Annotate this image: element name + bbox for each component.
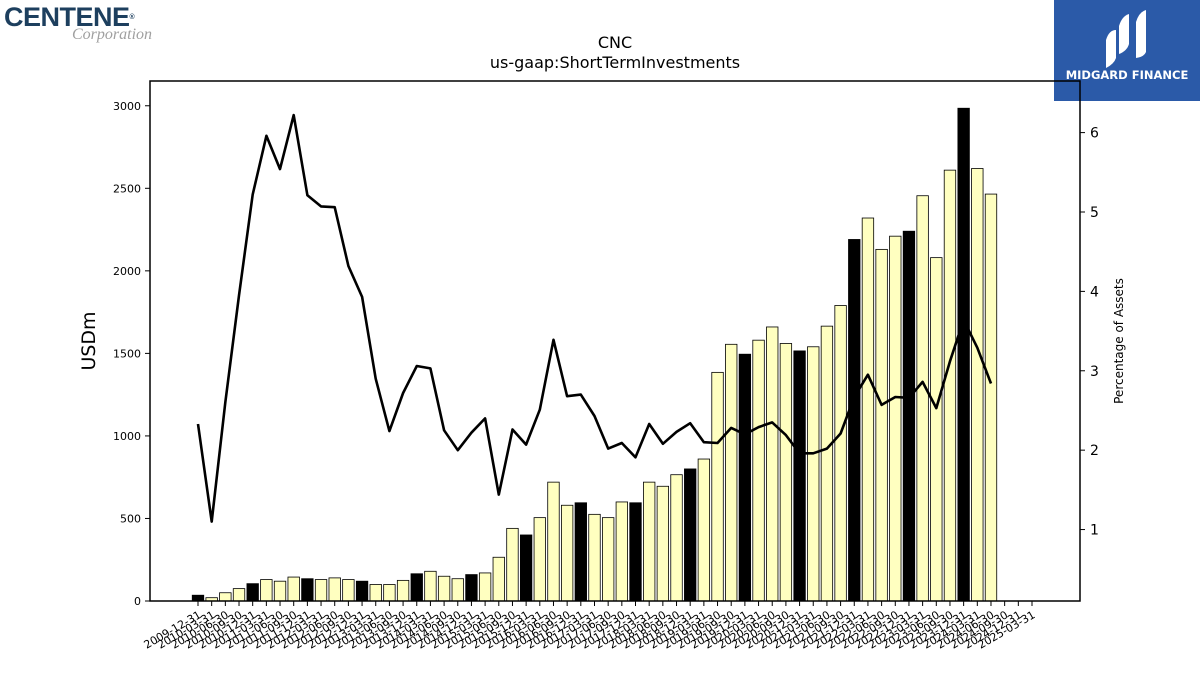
bar-2019-06-30 xyxy=(711,371,724,602)
axes: 0500100015002000250030001234562009-12-31… xyxy=(113,80,1099,652)
bar-2011-06-30 xyxy=(273,580,287,602)
bar-2015-09-30 xyxy=(506,527,519,602)
bar-2023-03-31 xyxy=(916,195,929,602)
bar-2012-06-30 xyxy=(328,577,341,602)
bar-2023-12-31 xyxy=(957,107,970,602)
bar-series xyxy=(191,107,998,602)
bar-2012-12-31 xyxy=(355,580,369,602)
y-axis-label: USDm xyxy=(78,311,100,370)
bar-2015-12-31 xyxy=(519,534,533,602)
y2-tick-label: 2 xyxy=(1090,443,1099,459)
bar-2022-03-31 xyxy=(861,217,875,602)
bar-2022-12-31 xyxy=(902,230,916,602)
y2-axis-label: Percentage of Assets xyxy=(1112,278,1126,404)
plot-frame xyxy=(149,80,1081,602)
bar-2023-06-30 xyxy=(930,257,943,602)
bar-2014-12-31 xyxy=(465,574,478,602)
bar-2010-12-31 xyxy=(246,583,259,602)
bar-2021-06-30 xyxy=(820,325,834,602)
bar-2013-12-31 xyxy=(410,573,423,602)
line-series xyxy=(196,113,993,523)
bar-2020-06-30 xyxy=(766,326,779,602)
bar-2019-12-31 xyxy=(738,353,752,602)
bar-2024-03-31 xyxy=(971,168,984,602)
y-tick-label: 500 xyxy=(120,512,141,525)
y-tick-label: 0 xyxy=(134,595,141,608)
y2-tick-label: 1 xyxy=(1090,523,1099,539)
bar-2017-03-31 xyxy=(588,513,601,602)
midgard-logo-text: MIDGARD FINANCE xyxy=(1065,68,1189,82)
bar-2013-03-31 xyxy=(369,584,382,602)
y-tick-label: 3000 xyxy=(113,100,141,113)
bar-2014-06-30 xyxy=(437,575,451,602)
bar-2017-12-31 xyxy=(629,502,642,602)
bar-2015-06-30 xyxy=(492,556,505,602)
bar-2018-09-30 xyxy=(670,474,683,602)
bar-2017-09-30 xyxy=(615,501,628,602)
bar-2011-09-30 xyxy=(287,576,300,602)
midgard-finance-logo: MIDGARD FINANCE xyxy=(1054,0,1200,101)
bar-2012-03-31 xyxy=(314,579,328,602)
bar-2012-09-30 xyxy=(342,579,355,602)
bar-2015-03-31 xyxy=(478,572,492,602)
chart-subtitle: us-gaap:ShortTermInvestments xyxy=(490,53,740,72)
centene-logo-subtext: Corporation xyxy=(72,26,153,43)
bar-2013-09-30 xyxy=(396,579,410,602)
bar-2021-03-31 xyxy=(807,346,820,602)
percentage-line xyxy=(196,113,993,523)
bar-2020-03-31 xyxy=(752,339,765,602)
y2-tick-label: 4 xyxy=(1090,284,1099,300)
bar-2009-12-31 xyxy=(191,594,205,602)
y-tick-label: 2500 xyxy=(113,182,141,195)
y2-tick-label: 5 xyxy=(1090,205,1099,221)
y2-tick-label: 6 xyxy=(1090,126,1099,142)
bar-2016-09-30 xyxy=(560,504,574,602)
y-tick-label: 1000 xyxy=(113,430,141,443)
bar-2010-06-30 xyxy=(219,592,232,602)
bar-2011-03-31 xyxy=(260,579,273,602)
bar-2022-06-30 xyxy=(875,248,888,602)
bar-2019-09-30 xyxy=(725,343,738,602)
bar-2023-09-30 xyxy=(943,169,957,602)
y-tick-label: 1500 xyxy=(113,347,141,360)
bar-2017-06-30 xyxy=(602,517,615,602)
bar-2018-06-30 xyxy=(656,485,670,602)
bar-2020-09-30 xyxy=(779,343,793,602)
bar-2020-12-31 xyxy=(793,350,806,602)
bar-2021-09-30 xyxy=(834,305,847,602)
bar-2016-06-30 xyxy=(547,481,560,602)
y-tick-label: 2000 xyxy=(113,265,141,278)
centene-logo-text: CENTENE® xyxy=(4,2,135,32)
midgard-emblem-icon xyxy=(1106,10,1146,68)
centene-logo: CENTENE® Corporation xyxy=(4,4,174,46)
bar-2011-12-31 xyxy=(301,578,314,602)
bar-2018-03-31 xyxy=(643,481,656,602)
bar-2024-06-30 xyxy=(984,193,998,602)
bar-2018-12-31 xyxy=(684,468,697,602)
bar-2014-03-31 xyxy=(424,570,437,602)
bar-2010-09-30 xyxy=(232,588,246,602)
chart-title: CNC xyxy=(598,33,632,52)
bar-2013-06-30 xyxy=(383,584,396,602)
bar-2022-09-30 xyxy=(889,235,902,602)
bar-2021-12-31 xyxy=(848,239,861,602)
bar-2019-03-31 xyxy=(697,458,711,602)
y2-tick-label: 3 xyxy=(1090,364,1099,380)
bar-2016-12-31 xyxy=(574,502,587,602)
bar-2016-03-31 xyxy=(533,517,546,602)
bar-2014-09-30 xyxy=(451,578,464,602)
